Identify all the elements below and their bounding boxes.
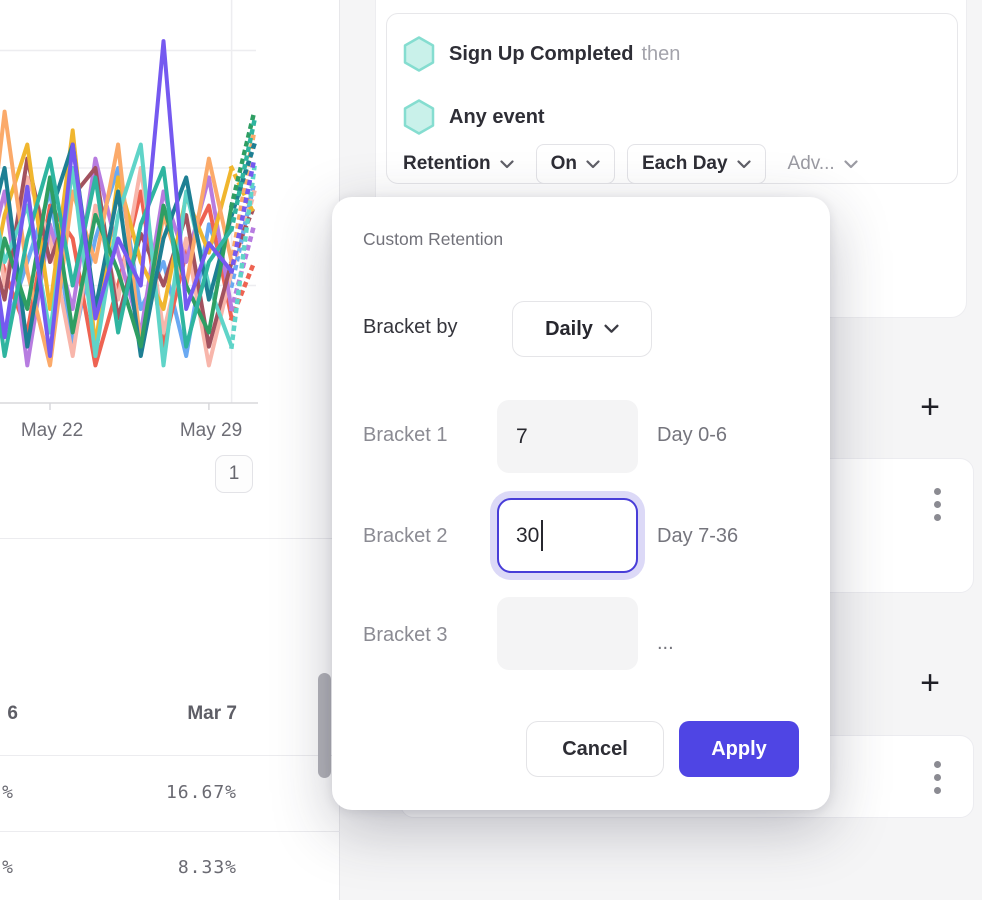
advanced-dropdown[interactable]: Adv... bbox=[788, 153, 858, 175]
retention-line-chart-svg bbox=[0, 0, 258, 410]
bracket-by-label: Bracket by bbox=[363, 316, 458, 338]
chart-pagination-page-button[interactable]: 1 bbox=[215, 455, 253, 493]
kebab-menu-icon[interactable] bbox=[933, 761, 941, 800]
bracket-1-range: Day 0-6 bbox=[657, 424, 728, 446]
retention-events-card: Sign Up Completed then Any event Retenti… bbox=[386, 13, 958, 184]
bracket-2-input[interactable]: 30 bbox=[497, 498, 638, 573]
x-axis-tick-may22: May 22 bbox=[20, 420, 84, 441]
return-event-name: Any event bbox=[449, 105, 545, 128]
first-event-name: Sign Up Completed bbox=[449, 42, 634, 65]
bracket-1-label: Bracket 1 bbox=[363, 424, 448, 446]
granularity-dropdown-label: Each Day bbox=[642, 153, 728, 174]
bracket-3-label: Bracket 3 bbox=[363, 624, 448, 646]
table-cell-r1c2: 16.67% bbox=[165, 782, 237, 803]
bracket-by-dropdown-button[interactable]: Daily bbox=[512, 301, 652, 357]
event-hexagon-icon bbox=[403, 36, 435, 72]
retention-line-chart bbox=[0, 0, 340, 412]
bracket-1-input[interactable] bbox=[497, 400, 638, 473]
table-col1-header: 6 bbox=[7, 703, 18, 724]
bracket-3-input[interactable] bbox=[497, 597, 638, 670]
custom-retention-modal: Custom Retention Bracket by Daily Bracke… bbox=[332, 197, 830, 810]
query-controls-row: Retention On Each Day Adv... bbox=[403, 144, 858, 184]
report-left-panel: May 22 May 29 1 6 Mar 7 % 16.67% % 8.33% bbox=[0, 0, 340, 900]
chevron-down-icon bbox=[586, 159, 600, 168]
measure-dropdown-label: Retention bbox=[403, 153, 491, 174]
then-label: then bbox=[641, 42, 681, 65]
x-axis-tick-may29: May 29 bbox=[179, 420, 243, 441]
advanced-dropdown-label: Adv... bbox=[787, 153, 835, 174]
measure-dropdown[interactable]: Retention bbox=[403, 153, 514, 175]
add-breakdown-button[interactable]: + bbox=[920, 388, 940, 426]
table-row-divider bbox=[0, 831, 340, 832]
return-event-row[interactable]: Any event bbox=[403, 98, 545, 136]
on-dropdown-label: On bbox=[550, 153, 577, 174]
bracket-3-range: ... bbox=[657, 632, 674, 654]
chevron-down-icon bbox=[500, 159, 514, 168]
chevron-down-icon bbox=[844, 159, 858, 168]
text-caret bbox=[541, 520, 544, 551]
event-hexagon-icon bbox=[403, 99, 435, 135]
chevron-down-icon bbox=[736, 159, 751, 168]
modal-title: Custom Retention bbox=[363, 229, 504, 249]
bracket-2-range: Day 7-36 bbox=[657, 525, 739, 547]
table-vertical-scrollbar[interactable] bbox=[318, 673, 331, 778]
first-event-row[interactable]: Sign Up Completed then bbox=[403, 35, 680, 73]
cancel-button[interactable]: Cancel bbox=[526, 721, 664, 777]
chart-table-divider bbox=[0, 538, 340, 539]
apply-button[interactable]: Apply bbox=[679, 721, 799, 777]
on-dropdown-button[interactable]: On bbox=[535, 144, 615, 184]
bracket-2-label: Bracket 2 bbox=[363, 525, 448, 547]
table-cell-r2c2: 8.33% bbox=[177, 857, 237, 878]
table-cell-r2c1: % bbox=[2, 857, 14, 878]
bracket-2-value: 30 bbox=[516, 523, 540, 547]
table-header-divider bbox=[0, 755, 340, 756]
chevron-down-icon bbox=[604, 324, 619, 333]
granularity-dropdown-button[interactable]: Each Day bbox=[627, 144, 766, 184]
table-cell-r1c1: % bbox=[2, 782, 14, 803]
kebab-menu-icon[interactable] bbox=[933, 488, 941, 527]
add-filter-button[interactable]: + bbox=[920, 664, 940, 702]
table-col2-header: Mar 7 bbox=[187, 703, 237, 724]
bracket-by-value: Daily bbox=[545, 317, 593, 340]
